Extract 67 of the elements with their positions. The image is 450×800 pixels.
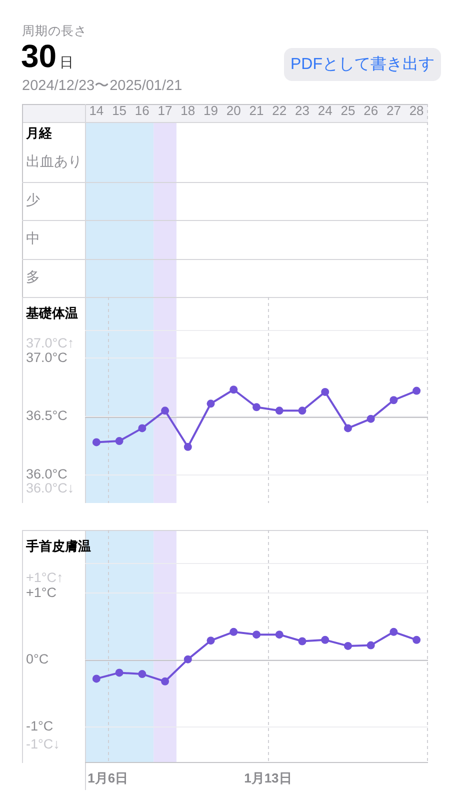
point [298,637,306,646]
point [161,406,170,415]
point [184,442,192,451]
point [138,424,146,432]
x-tick-label: 21 [249,102,264,118]
point [252,630,260,639]
y-tick-label: 37.0°C [26,350,68,365]
chart-title: 月経 [25,125,53,140]
y-tick-label: 0°C [26,652,49,667]
x-tick-label: 28 [409,102,424,118]
y-tick-label: -1°C [26,718,54,734]
x-tick-label: 25 [340,102,356,118]
x-tick-label: 27 [386,102,401,118]
chart-title: 手首皮膚温 [25,538,91,554]
point [115,437,124,446]
point [298,406,306,415]
x-tick-label: 19 [204,102,218,118]
point [366,641,375,650]
x-tick-label: 1月13日 [244,770,292,786]
point [321,636,330,644]
text: +1°C↑ [26,570,64,585]
point [412,386,421,395]
x-tick-label: 22 [272,102,287,118]
point [115,668,124,677]
point [412,636,421,644]
y-tick-label: 36.0°C [26,466,68,482]
chart-title: 基礎体温 [25,305,78,320]
point [92,438,100,446]
x-tick-label: 24 [318,102,332,118]
y-tick-label: +1°C [26,584,57,600]
x-tick-label: 15 [112,102,127,118]
point [252,403,260,412]
x-tick-label: 1月6日 [88,770,128,786]
point [344,642,352,650]
y-tick-label: 36.5°C [26,408,68,424]
text: 36.0°C↓ [26,480,74,496]
x-tick-label: 20 [226,102,241,118]
y-tick-label: 中 [26,230,40,246]
point [138,670,146,678]
x-tick-label: 23 [295,102,310,118]
point [206,400,215,408]
export-button[interactable]: PDFとして書き出す [284,48,441,81]
point [275,406,284,415]
y-tick-label: 出血あり [26,153,82,170]
point [92,674,100,683]
point [366,414,375,423]
x-tick-label: 18 [180,102,196,118]
x-tick-label: 17 [158,102,172,118]
y-tick-label: 多 [26,268,40,285]
point [275,630,284,639]
text: -1°C↓ [26,736,60,752]
point [321,388,330,396]
point [344,424,352,432]
point [184,655,192,664]
text: 2024/12/23〜2025/01/21 [22,77,182,95]
point [390,628,398,636]
x-tick-label: 26 [364,102,378,118]
point [161,677,170,686]
point [230,386,238,394]
point [206,636,215,645]
x-tick-label: 16 [134,102,150,118]
x-tick-label: 14 [89,102,104,118]
point [230,628,238,636]
text: 37.0°C↑ [26,336,74,351]
point [390,396,398,404]
text: 周期の長さ [22,23,87,40]
y-tick-label: 少 [26,192,40,208]
